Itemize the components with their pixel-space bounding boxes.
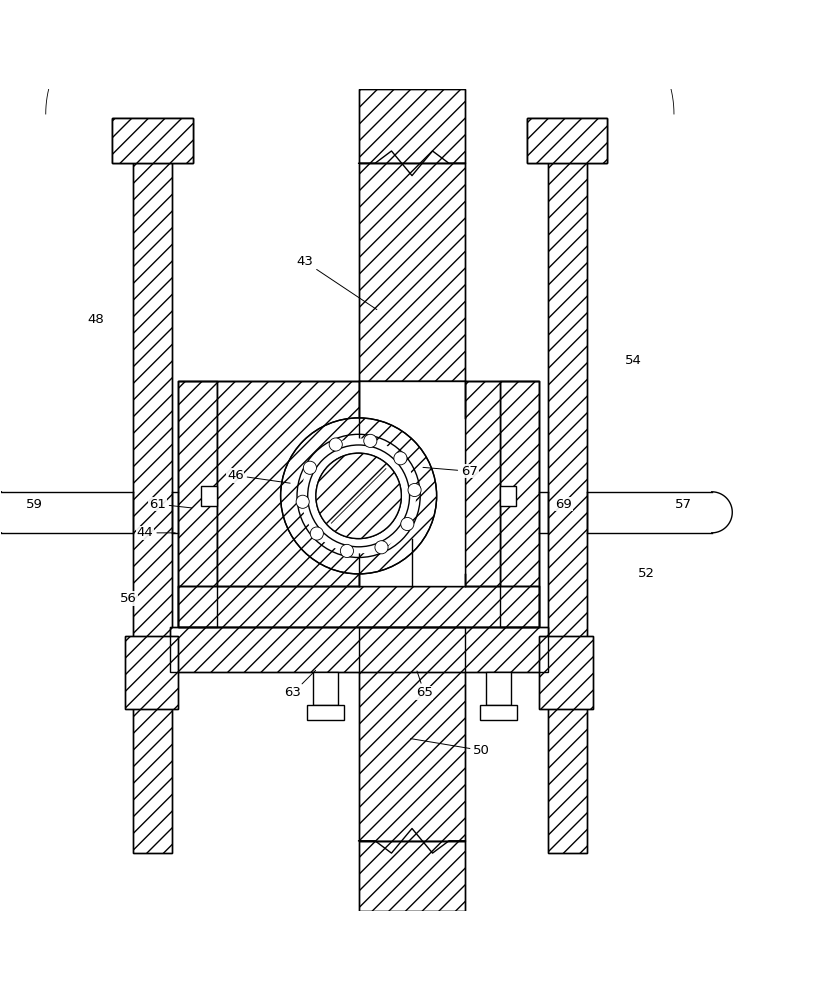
Bar (547, 155, 587, 853)
Circle shape (400, 517, 414, 531)
Bar (124, 636, 178, 709)
Circle shape (281, 418, 437, 574)
Bar (133, 155, 172, 853)
Bar (178, 381, 539, 627)
Bar (170, 627, 547, 672)
Bar (201, 486, 218, 506)
Bar (178, 586, 539, 627)
Circle shape (375, 541, 388, 554)
Bar (170, 627, 547, 672)
Bar (313, 672, 338, 705)
Circle shape (329, 438, 342, 451)
Bar (358, 841, 466, 911)
Circle shape (340, 544, 353, 557)
Bar (358, 627, 466, 841)
Text: 56: 56 (120, 592, 137, 605)
Circle shape (408, 483, 421, 497)
Circle shape (311, 527, 323, 540)
Circle shape (296, 495, 309, 508)
Bar (480, 705, 517, 720)
Bar (218, 381, 500, 586)
Bar (178, 381, 218, 627)
Text: 46: 46 (227, 469, 290, 483)
Text: 65: 65 (416, 671, 433, 699)
Bar (539, 636, 592, 709)
Bar (112, 118, 193, 163)
Bar (112, 118, 193, 163)
Bar (358, 89, 466, 163)
Text: 50: 50 (410, 739, 490, 757)
Text: 43: 43 (297, 255, 377, 310)
Circle shape (301, 438, 416, 553)
Bar (486, 672, 511, 705)
Bar (466, 381, 500, 586)
Bar (358, 163, 466, 381)
Bar (358, 841, 466, 911)
Bar (500, 381, 539, 627)
Text: 57: 57 (675, 498, 691, 511)
Bar (124, 636, 178, 709)
Bar (178, 586, 539, 627)
Bar (358, 574, 466, 586)
Bar (307, 705, 344, 720)
Bar (358, 381, 466, 418)
Bar (178, 381, 218, 627)
Text: 67: 67 (423, 465, 478, 478)
Circle shape (307, 445, 410, 547)
Circle shape (303, 461, 316, 474)
Text: 54: 54 (625, 354, 642, 367)
Bar (358, 381, 466, 586)
Bar (133, 155, 172, 853)
Bar (539, 636, 592, 709)
Text: 69: 69 (555, 498, 573, 511)
Bar (527, 118, 607, 163)
Text: 61: 61 (149, 498, 192, 511)
Bar (358, 89, 466, 163)
Circle shape (394, 452, 407, 465)
Bar (527, 118, 607, 163)
Bar (112, 118, 193, 163)
Bar (527, 118, 607, 163)
Text: 52: 52 (638, 567, 654, 580)
Bar (358, 627, 466, 841)
Bar (500, 486, 517, 506)
Text: 63: 63 (284, 670, 316, 699)
Bar (218, 381, 358, 586)
Text: 48: 48 (87, 313, 104, 326)
Bar (547, 155, 587, 853)
Text: 44: 44 (137, 526, 176, 539)
Bar (358, 163, 466, 381)
Circle shape (316, 453, 401, 539)
Circle shape (363, 434, 377, 447)
Text: 59: 59 (26, 498, 43, 511)
Circle shape (281, 418, 437, 574)
Bar (500, 381, 539, 627)
